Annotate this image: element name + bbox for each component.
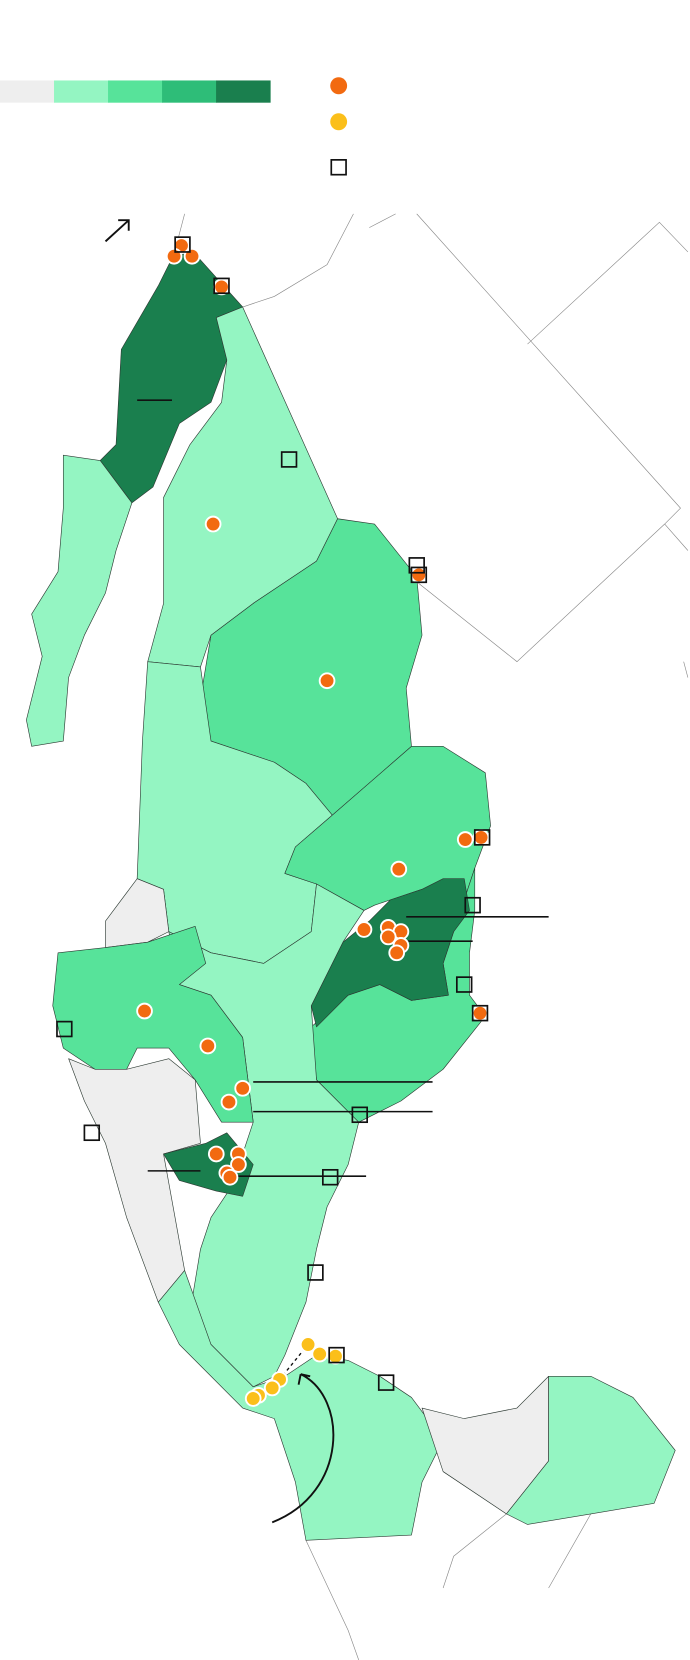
event-dot [379, 928, 397, 946]
legend [0, 77, 348, 176]
event-dot [234, 1079, 251, 1097]
event-dot [471, 1004, 489, 1022]
event-dot [221, 1168, 239, 1186]
squares [56, 236, 491, 1391]
site-square [351, 1106, 368, 1124]
event-dot [311, 1345, 329, 1363]
event-dot [136, 1002, 153, 1020]
site-square [213, 277, 230, 295]
region [52, 926, 254, 1123]
legend-swatch [54, 80, 109, 103]
legend-swatch [108, 80, 163, 103]
site-square [174, 236, 191, 253]
site-square [408, 557, 425, 574]
site-square [307, 1264, 324, 1281]
site-square [377, 1374, 395, 1391]
site-square [328, 1346, 345, 1364]
event-dot [318, 672, 336, 690]
region [506, 1375, 676, 1525]
legend-square [330, 159, 347, 176]
site-square [455, 976, 473, 993]
event-dot [388, 944, 406, 962]
event-dot [207, 1145, 225, 1163]
site-square [280, 451, 298, 468]
region [105, 878, 170, 948]
event-dot [456, 831, 474, 848]
borders [173, 213, 689, 1660]
event-dot [230, 1156, 247, 1173]
region [26, 454, 133, 747]
event-dot [199, 1037, 217, 1055]
event-dot [299, 1336, 317, 1353]
event-dot [327, 1347, 344, 1365]
event-dot [165, 247, 183, 265]
site-square [473, 829, 491, 846]
event-dot [390, 860, 408, 878]
site-square [410, 566, 428, 584]
event-dot [244, 1390, 262, 1407]
site-square [83, 1124, 101, 1142]
regions [26, 253, 676, 1541]
event-dot [472, 829, 490, 846]
legend-marker [330, 77, 348, 95]
legend-marker [330, 113, 348, 131]
site-square [56, 1020, 73, 1038]
event-dot [183, 247, 201, 265]
event-dot [263, 1379, 281, 1397]
event-dot [355, 921, 373, 938]
site-square [321, 1168, 339, 1186]
event-dot [204, 515, 222, 533]
points [136, 237, 490, 1407]
region [168, 883, 365, 1388]
site-square [471, 1004, 489, 1022]
event-dot [213, 278, 230, 296]
legend-swatch [0, 80, 55, 103]
legend-swatch [162, 80, 217, 103]
event-dot [220, 1093, 238, 1111]
legend-swatch [216, 80, 271, 103]
site-square [464, 896, 481, 914]
